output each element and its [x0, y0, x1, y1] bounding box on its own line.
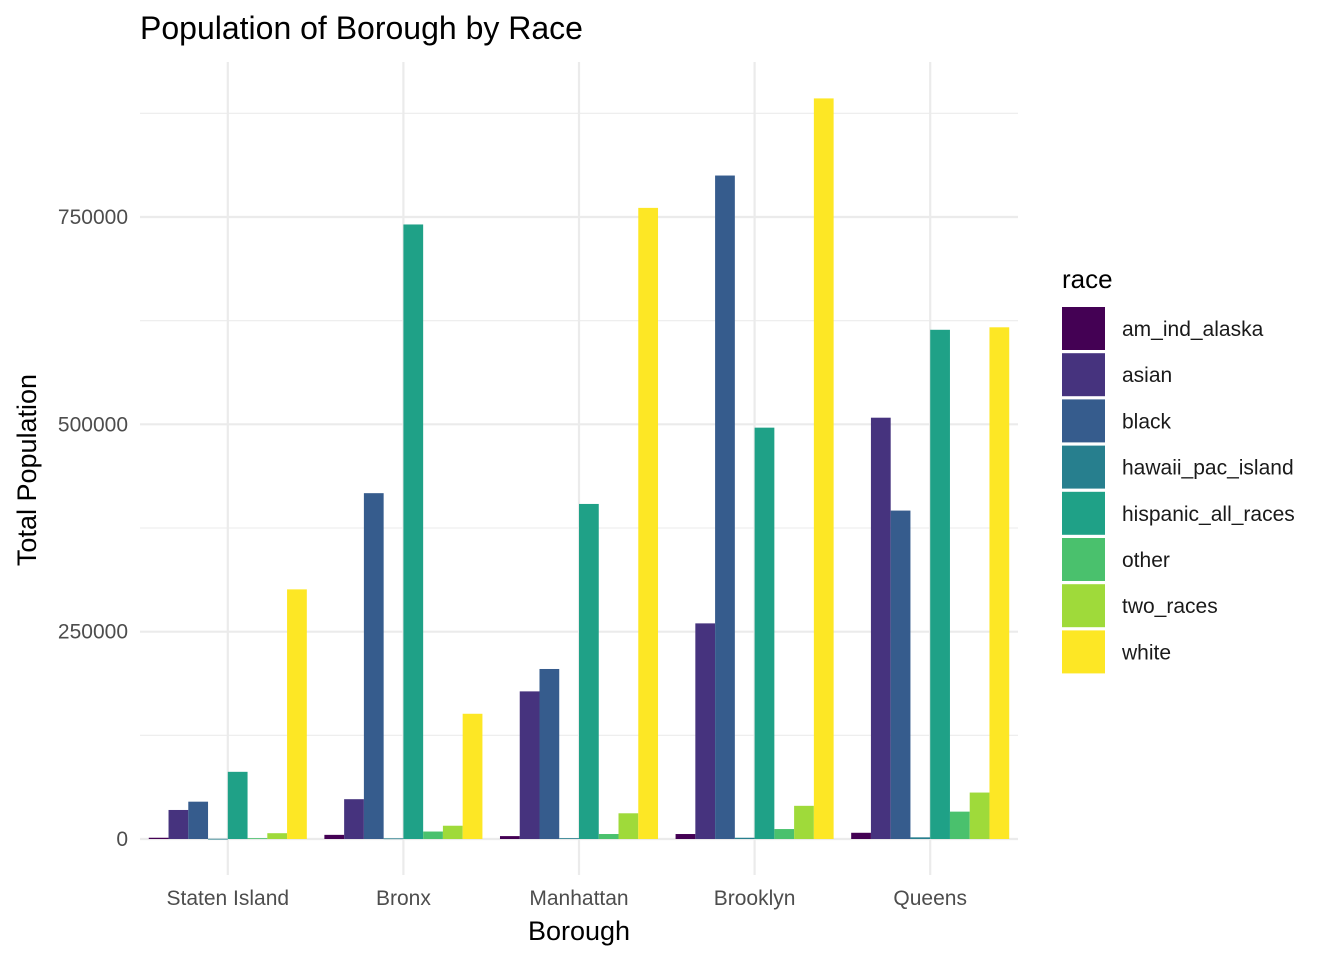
y-tick-label: 500000 [58, 413, 128, 436]
legend-swatch [1062, 584, 1105, 628]
legend-swatch [1062, 630, 1105, 674]
legend-swatch [1062, 353, 1105, 397]
y-tick-label: 0 [116, 828, 128, 851]
bar-black [363, 493, 384, 839]
bar-two_races [267, 833, 288, 839]
bar-black [188, 801, 209, 839]
legend-title: race [1062, 264, 1113, 294]
bar-hawaii_pac_island [383, 838, 404, 840]
bar-white [462, 713, 483, 839]
bar-hispanic_all_races [579, 503, 599, 839]
bar-hispanic_all_races [930, 329, 950, 839]
bar-two_races [442, 825, 463, 839]
bar-black [890, 510, 911, 839]
bar-asian [870, 417, 891, 839]
x-axis-ticks: Staten Island Bronx Manhattan Brooklyn Queen… [167, 887, 967, 910]
y-axis-title: Total Population [12, 374, 42, 566]
legend-label: other [1122, 549, 1170, 572]
legend-label: two_races [1122, 595, 1218, 618]
bar-hispanic_all_races [403, 224, 424, 840]
bar-asian [168, 809, 189, 839]
x-tick-label: Brooklyn [714, 887, 796, 910]
bar-asian [344, 799, 364, 839]
x-tick-label: Staten Island [167, 887, 290, 910]
bar-white [813, 98, 834, 839]
y-tick-label: 750000 [58, 206, 128, 229]
legend-swatch [1062, 538, 1105, 581]
bar-white [638, 207, 659, 840]
bar-black [715, 175, 735, 840]
y-axis-ticks: 0 250000 500000 750000 [58, 206, 128, 851]
legend-swatch [1062, 445, 1105, 489]
bar-am_ind_alaska [675, 834, 696, 839]
bar-am_ind_alaska [499, 836, 520, 839]
bar-two_races [794, 805, 814, 839]
bar-other [949, 811, 970, 839]
legend-label: asian [1122, 364, 1172, 387]
legend-swatch [1062, 307, 1105, 350]
chart-title: Population of Borough by Race [140, 10, 583, 46]
bar-other [774, 829, 795, 839]
x-axis-title: Borough [528, 916, 630, 946]
bar-asian [695, 623, 716, 839]
legend-label: white [1121, 641, 1171, 664]
bars [148, 98, 1010, 840]
bar-other [247, 838, 268, 839]
x-tick-label: Bronx [376, 887, 431, 910]
bar-hispanic_all_races [227, 771, 248, 839]
legend-label: am_ind_alaska [1122, 318, 1264, 341]
legend-label: hawaii_pac_island [1122, 457, 1294, 480]
bar-asian [519, 691, 540, 839]
bar-hawaii_pac_island [208, 838, 228, 840]
bar-other [598, 834, 619, 839]
bar-black [539, 668, 560, 839]
bar-am_ind_alaska [148, 837, 169, 839]
bar-hispanic_all_races [754, 427, 775, 839]
legend-label: black [1122, 410, 1172, 433]
bar-two_races [969, 792, 990, 839]
bar-two_races [618, 813, 639, 839]
bar-hawaii_pac_island [559, 838, 579, 839]
bar-hawaii_pac_island [734, 837, 755, 839]
y-tick-label: 250000 [58, 621, 128, 644]
x-tick-label: Queens [893, 887, 967, 910]
bar-other [423, 831, 443, 839]
x-tick-label: Manhattan [529, 887, 628, 910]
bar-white [287, 589, 307, 839]
bar-hawaii_pac_island [910, 837, 931, 839]
legend-swatch [1062, 491, 1105, 535]
bar-am_ind_alaska [324, 834, 345, 839]
bar-am_ind_alaska [851, 832, 871, 839]
legend-label: hispanic_all_races [1122, 503, 1295, 526]
legend-swatch [1062, 399, 1105, 443]
bar-white [989, 327, 1010, 839]
